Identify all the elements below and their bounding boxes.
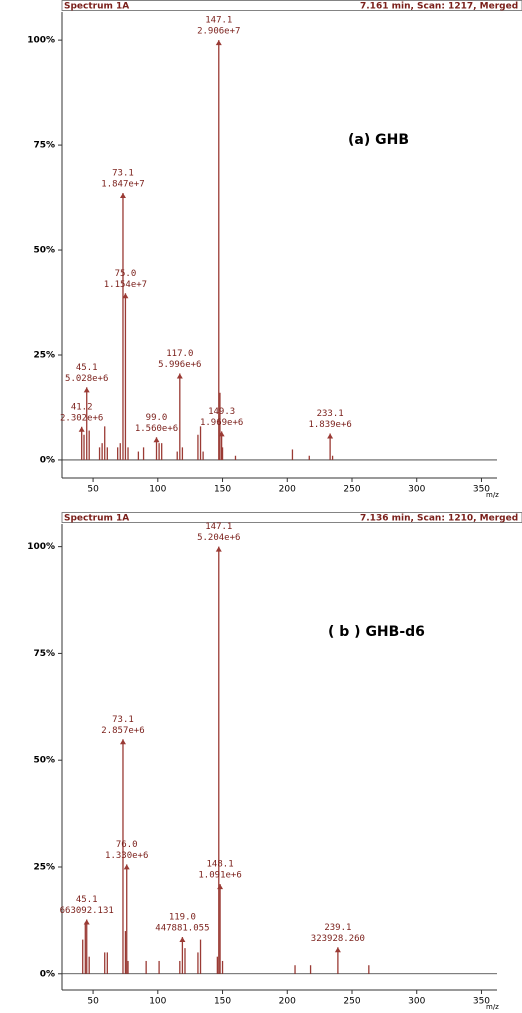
header-band	[61, 0, 522, 11]
peak-mz-label: 239.1	[324, 923, 351, 933]
arrow-head	[78, 426, 85, 432]
y-tick-label: 0%	[40, 969, 55, 979]
peak-mz-label: 45.1	[76, 895, 98, 905]
peak-abundance-label: 2.857e+6	[101, 726, 144, 736]
peak-abundance-label: 2.906e+7	[197, 27, 240, 37]
peak-abundance-label: 1.969e+6	[200, 418, 243, 428]
y-tick-label: 75%	[33, 141, 55, 151]
peak-mz-label: 233.1	[317, 409, 344, 419]
peak-abundance-label: 1.847e+7	[101, 179, 144, 189]
x-tick-label: 300	[408, 997, 425, 1007]
x-tick-label: 350	[473, 485, 490, 495]
peak-mz-label: 117.0	[166, 349, 193, 359]
header-band	[61, 512, 522, 523]
arrow-head	[119, 192, 126, 198]
arrow-head	[217, 884, 224, 890]
arrow-head	[119, 739, 126, 745]
peak-abundance-label: 5.204e+6	[197, 533, 240, 543]
y-tick-label: 100%	[27, 542, 55, 552]
header-left: Spectrum 1A	[64, 514, 129, 524]
arrow-head	[215, 40, 222, 46]
arrow-head	[327, 433, 334, 439]
y-tick-label: 25%	[33, 862, 55, 872]
arrow-head	[123, 864, 130, 870]
x-tick-label: 250	[343, 997, 360, 1007]
peak-abundance-label: 1.560e+6	[135, 424, 178, 434]
peak-mz-label: 41.2	[71, 402, 93, 412]
x-tick-label: 50	[87, 997, 99, 1007]
arrow-head	[153, 437, 160, 443]
peak-mz-label: 73.1	[112, 715, 134, 725]
chart-title: ( b ) GHB-d6	[328, 624, 425, 640]
arrow-head	[176, 373, 183, 379]
peak-mz-label: 73.1	[112, 168, 134, 178]
peak-mz-label: 149.3	[208, 407, 235, 417]
peak-mz-label: 147.1	[205, 16, 232, 26]
x-tick-label: 150	[214, 997, 231, 1007]
x-axis-label: m/z	[486, 491, 499, 499]
peak-mz-label: 75.0	[115, 269, 137, 279]
peak-abundance-label: 5.028e+6	[65, 374, 108, 384]
arrow-head	[179, 937, 186, 943]
y-tick-label: 75%	[33, 649, 55, 659]
peak-mz-label: 99.0	[146, 413, 168, 423]
peak-abundance-label: 5.996e+6	[158, 360, 201, 370]
arrow-head	[218, 431, 225, 437]
x-tick-label: 200	[279, 485, 296, 495]
header-left: Spectrum 1A	[64, 2, 129, 12]
x-tick-label: 100	[149, 485, 166, 495]
spectrum-panel: Spectrum 1A 7.161 min, Scan: 1217, Merged…	[27, 0, 522, 499]
arrow-head	[215, 546, 222, 552]
arrow-head	[83, 387, 90, 393]
peak-abundance-label: 1.839e+6	[308, 420, 351, 430]
x-tick-label: 100	[149, 997, 166, 1007]
peak-abundance-label: 1.091e+6	[198, 871, 241, 881]
y-tick-label: 0%	[40, 455, 55, 465]
spectrum-panel: Spectrum 1A 7.136 min, Scan: 1210, Merged…	[27, 512, 522, 1011]
x-tick-label: 200	[279, 997, 296, 1007]
peak-mz-label: 45.1	[76, 363, 98, 373]
arrow-head	[334, 947, 341, 953]
x-axis-label: m/z	[486, 1003, 499, 1011]
peak-abundance-label: 1.154e+7	[104, 280, 147, 290]
peak-mz-label: 76.0	[116, 840, 138, 850]
y-tick-label: 25%	[33, 350, 55, 360]
peak-abundance-label: 1.330e+6	[105, 851, 148, 861]
y-tick-label: 50%	[33, 756, 55, 766]
x-tick-label: 300	[408, 485, 425, 495]
x-tick-label: 150	[214, 485, 231, 495]
arrow-head	[83, 919, 90, 925]
y-tick-label: 50%	[33, 246, 55, 256]
peak-abundance-label: 447881.055	[155, 924, 209, 934]
x-tick-label: 50	[87, 485, 99, 495]
x-tick-label: 250	[343, 485, 360, 495]
peak-abundance-label: 2.302e+6	[60, 413, 103, 423]
y-tick-label: 100%	[27, 36, 55, 46]
peak-mz-label: 148.1	[207, 860, 234, 870]
x-tick-label: 350	[473, 997, 490, 1007]
peak-mz-label: 119.0	[169, 913, 196, 923]
header-right: 7.161 min, Scan: 1217, Merged	[360, 2, 518, 12]
header-right: 7.136 min, Scan: 1210, Merged	[360, 514, 518, 524]
peak-abundance-label: 663092.131	[60, 906, 114, 916]
arrow-head	[122, 293, 129, 299]
peak-mz-label: 147.1	[205, 522, 232, 532]
peak-abundance-label: 323928.260	[311, 934, 365, 944]
chart-title: (a) GHB	[348, 132, 409, 148]
